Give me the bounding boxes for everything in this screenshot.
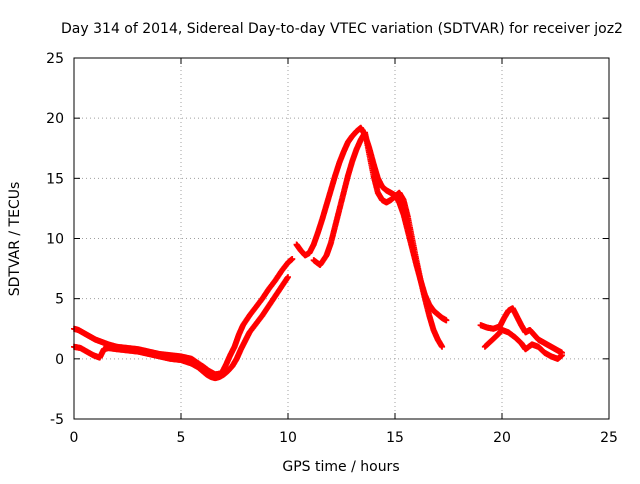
x-tick-label: 15 [386,430,404,446]
y-tick-label: 5 [55,292,64,308]
data-series [310,129,446,350]
x-tick-label: 20 [493,430,511,446]
y-tick-label: 25 [46,51,64,67]
data-layer [71,124,565,382]
chart-title: Day 314 of 2014, Sidereal Day-to-day VTE… [61,21,623,37]
y-tick-label: 20 [46,111,64,127]
data-point [439,343,446,350]
y-tick-label: 0 [55,352,64,368]
x-tick-label: 25 [600,430,618,446]
data-series [477,305,565,356]
y-tick-label: 15 [46,171,64,187]
x-axis-label: GPS time / hours [282,459,399,475]
data-series [481,326,565,362]
y-tick-label: -5 [50,412,64,428]
data-series [71,274,291,382]
y-tick-label: 10 [46,232,64,248]
data-point [443,317,450,324]
data-point [289,255,296,262]
tick-layer: 0 5 10 15 20 25 -5 0 5 10 15 20 25 [46,51,618,446]
x-tick-label: 5 [177,430,186,446]
y-axis-label: SDTVAR / TECUs [7,182,23,297]
x-tick-label: 10 [279,430,297,446]
data-point [285,274,291,281]
x-tick-label: 0 [70,430,79,446]
data-point [558,352,565,359]
